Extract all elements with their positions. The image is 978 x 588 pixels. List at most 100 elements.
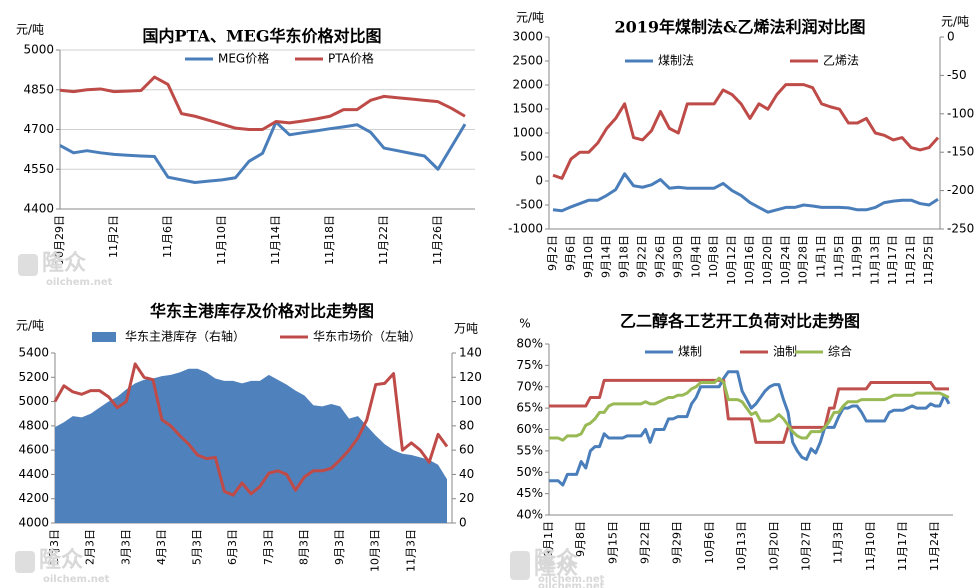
y-tick-label: 1000 xyxy=(512,126,543,140)
legend-label: PTA价格 xyxy=(328,51,374,66)
y-tick-label: 5000 xyxy=(23,43,54,57)
x-tick-label: 11月5日 xyxy=(833,235,846,278)
watermark-brand: 隆众 xyxy=(42,251,86,276)
y-tick-label: 4550 xyxy=(23,162,54,176)
x-tick-label: 9月6日 xyxy=(564,235,577,271)
line xyxy=(549,376,950,442)
watermark-site: oilchem.net xyxy=(46,277,113,288)
y2-axis-label: 元/吨 xyxy=(941,15,969,29)
x-tick-label: 11月24日 xyxy=(928,521,941,571)
line xyxy=(59,120,467,184)
x-tick-label: 11月17日 xyxy=(896,521,909,571)
x-tick-label: 11月26日 xyxy=(431,215,444,265)
y-tick-label: 45% xyxy=(516,486,543,500)
y2-tick-label: -100 xyxy=(947,106,974,120)
x-tick-label: 5月3日 xyxy=(191,529,204,565)
x-tick-label: 10月29日 xyxy=(53,215,66,265)
y-tick-label: 4400 xyxy=(23,202,54,216)
line xyxy=(552,83,940,180)
line xyxy=(549,370,951,487)
y-axis-label: % xyxy=(519,317,530,331)
y2-tick-label: -150 xyxy=(947,145,974,159)
x-tick-label: 9月10日 xyxy=(582,235,595,278)
x-tick-label: 11月1日 xyxy=(815,235,828,278)
watermark-brand: 隆众 xyxy=(534,555,578,580)
watermark-site: oilchem.net xyxy=(43,574,110,585)
x-tick-label: 9月29日 xyxy=(671,521,684,564)
y-tick-label: 1500 xyxy=(512,102,543,116)
y-tick-label: 75% xyxy=(516,358,543,372)
y-tick-label: 500 xyxy=(520,150,543,164)
x-tick-label: 7月3日 xyxy=(262,529,275,565)
legend-label: 华东主港库存（右轴） xyxy=(125,329,245,344)
x-tick-label: 4月3日 xyxy=(155,529,168,565)
y-tick-label: 50% xyxy=(516,465,543,479)
x-tick-label: 10月24日 xyxy=(779,235,792,285)
x-tick-label: 9月22日 xyxy=(636,235,649,278)
x-tick-label: 11月25日 xyxy=(922,235,935,285)
legend-label: 乙烯法 xyxy=(823,54,859,68)
watermark-logo xyxy=(18,254,38,276)
y-tick-label: 70% xyxy=(516,379,543,393)
x-tick-label: 11月2日 xyxy=(107,215,120,258)
legend-label: 煤制 xyxy=(678,345,702,359)
line xyxy=(59,75,466,131)
watermark-site: oilchem.net xyxy=(538,581,605,588)
x-tick-label: 9月1日 xyxy=(542,521,555,557)
y-tick-label: 3000 xyxy=(512,30,543,44)
x-tick-label: 9月30日 xyxy=(671,235,684,278)
chart-title: 华东主港库存及价格对比走势图 xyxy=(150,302,374,321)
y-tick-label: 4800 xyxy=(18,418,49,432)
legend-label: 煤制法 xyxy=(658,54,694,68)
line xyxy=(552,172,939,214)
y2-tick-label: -200 xyxy=(947,183,974,197)
y-tick-label: 80% xyxy=(516,337,543,351)
x-tick-label: 6月3日 xyxy=(226,529,239,565)
y2-tick-label: -50 xyxy=(947,68,967,82)
y2-tick-label: 120 xyxy=(459,370,482,384)
legend-swatch xyxy=(92,332,116,342)
y-tick-label: -500 xyxy=(516,198,543,212)
y-tick-label: 4400 xyxy=(18,467,49,481)
x-tick-label: 10月27日 xyxy=(799,521,812,571)
watermark-site: oilchem.net xyxy=(538,574,605,585)
x-tick-label: 9月14日 xyxy=(600,235,613,278)
x-tick-label: 11月18日 xyxy=(323,215,336,265)
y-tick-label: 2000 xyxy=(512,78,543,92)
y-tick-label: -1000 xyxy=(508,222,543,236)
x-tick-label: 11月13日 xyxy=(868,235,881,285)
y2-tick-label: 40 xyxy=(459,467,474,481)
y-axis-label: 元/吨 xyxy=(516,11,544,25)
y-tick-label: 55% xyxy=(516,443,543,457)
y-tick-label: 5200 xyxy=(18,370,49,384)
x-tick-label: 11月17日 xyxy=(886,235,899,285)
x-tick-label: 10月12日 xyxy=(725,235,738,285)
x-tick-label: 9月3日 xyxy=(333,529,346,565)
legend-label: 综合 xyxy=(828,344,852,359)
line xyxy=(549,378,949,444)
y2-tick-label: 20 xyxy=(459,491,474,505)
y2-tick-label: 60 xyxy=(459,443,474,457)
chart-title: 国内PTA、MEG华东价格对比图 xyxy=(142,27,381,46)
x-tick-label: 10月20日 xyxy=(767,521,780,571)
line xyxy=(53,362,449,497)
y-tick-label: 5000 xyxy=(18,394,49,408)
x-tick-label: 9月26日 xyxy=(653,235,666,278)
x-tick-label: 10月20日 xyxy=(761,235,774,285)
y2-tick-label: -250 xyxy=(947,222,974,236)
x-tick-label: 11月21日 xyxy=(904,235,917,285)
x-tick-label: 10月13日 xyxy=(735,521,748,571)
x-tick-label: 9月18日 xyxy=(618,235,631,278)
y-tick-label: 4700 xyxy=(23,122,54,136)
y2-tick-label: 140 xyxy=(459,346,482,360)
legend-label: 油制 xyxy=(773,345,797,359)
y2-tick-label: 80 xyxy=(459,418,474,432)
watermark-logo xyxy=(510,551,530,573)
y-tick-label: 5400 xyxy=(18,346,49,360)
y-tick-label: 65% xyxy=(516,401,543,415)
watermark-brand: 隆众 xyxy=(534,548,578,573)
x-tick-label: 10月3日 xyxy=(369,529,382,572)
chart-title: 2019年煤制法&乙烯法利润对比图 xyxy=(615,18,866,37)
y-tick-label: 4600 xyxy=(18,443,49,457)
y-tick-label: 60% xyxy=(516,422,543,436)
